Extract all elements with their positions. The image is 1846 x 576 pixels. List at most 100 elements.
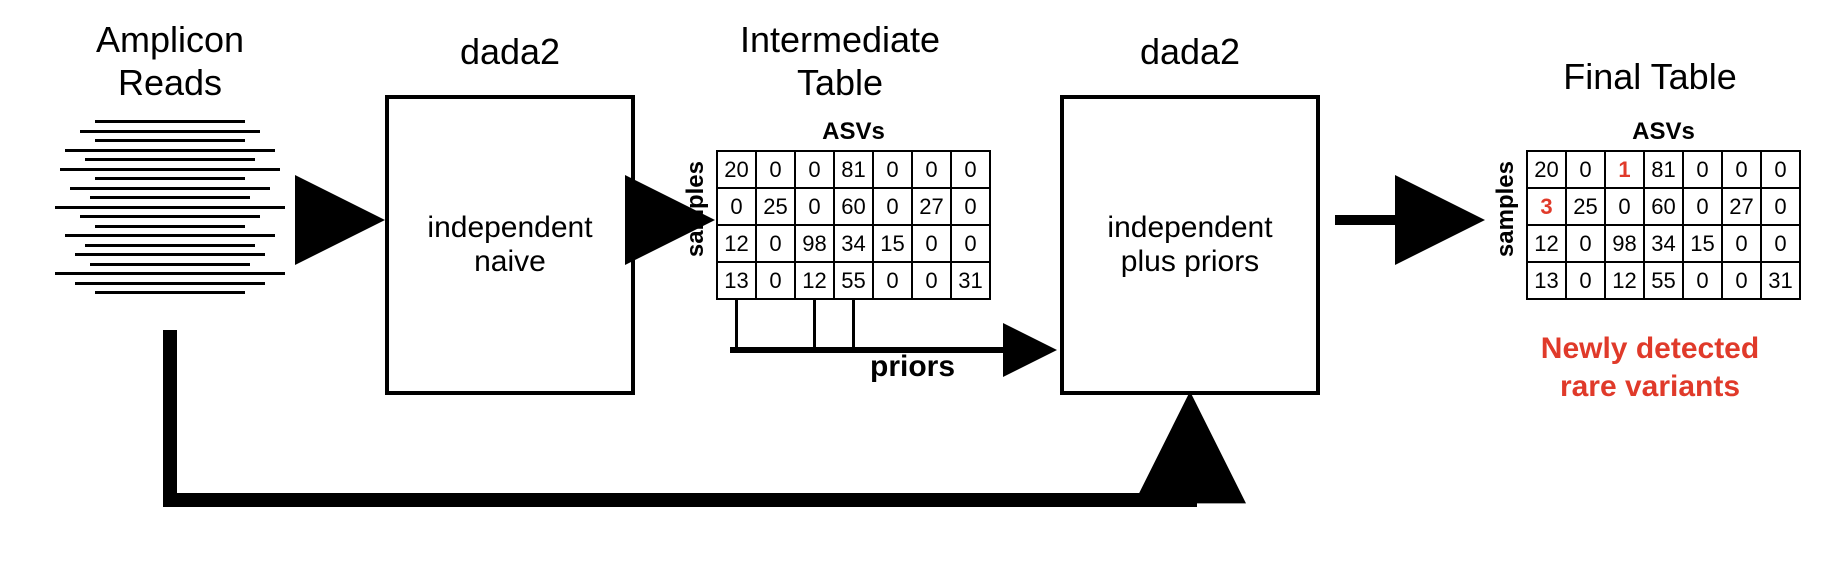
samples-label-int: samples bbox=[680, 161, 712, 257]
read-line bbox=[75, 253, 265, 256]
read-line bbox=[95, 225, 245, 228]
title-amplicon-reads: Amplicon Reads bbox=[40, 18, 300, 104]
amplicon-reads-icon bbox=[55, 120, 285, 294]
table-row: 13012550031 bbox=[717, 262, 990, 299]
table-row: 13012550031 bbox=[1527, 262, 1800, 299]
final-data-table: 2001810003250600270120983415001301255003… bbox=[1526, 150, 1801, 300]
table-cell: 0 bbox=[1566, 262, 1605, 299]
table-cell: 0 bbox=[1683, 188, 1722, 225]
title-intermediate: Intermediate Table bbox=[700, 18, 980, 104]
priors-tick bbox=[852, 300, 855, 351]
read-line bbox=[95, 120, 245, 123]
table-cell: 0 bbox=[1566, 151, 1605, 188]
table-cell: 0 bbox=[873, 188, 912, 225]
read-line bbox=[90, 263, 250, 266]
table-row: 3250600270 bbox=[1527, 188, 1800, 225]
table-cell: 60 bbox=[834, 188, 873, 225]
table-cell: 0 bbox=[912, 225, 951, 262]
table-row: 12098341500 bbox=[717, 225, 990, 262]
read-line bbox=[55, 206, 285, 209]
table-cell: 0 bbox=[951, 188, 990, 225]
table-row: 12098341500 bbox=[1527, 225, 1800, 262]
table-cell: 98 bbox=[795, 225, 834, 262]
table-cell: 34 bbox=[834, 225, 873, 262]
table-cell: 12 bbox=[1605, 262, 1644, 299]
table-cell: 0 bbox=[1761, 151, 1800, 188]
table-cell: 98 bbox=[1605, 225, 1644, 262]
intermediate-table: samples ASVs 200081000025060027012098341… bbox=[680, 118, 991, 300]
table-cell: 0 bbox=[795, 188, 834, 225]
read-line bbox=[95, 139, 245, 142]
table-cell: 0 bbox=[756, 225, 795, 262]
samples-label-fin: samples bbox=[1490, 161, 1522, 257]
box-independent-plus-priors: independent plus priors bbox=[1060, 95, 1320, 395]
table-cell: 27 bbox=[912, 188, 951, 225]
diagram-stage: Amplicon Reads dada2 Intermediate Table … bbox=[0, 0, 1846, 576]
title-dada2-b: dada2 bbox=[1060, 30, 1320, 73]
table-cell: 0 bbox=[951, 225, 990, 262]
title-final: Final Table bbox=[1510, 55, 1790, 98]
table-cell: 81 bbox=[834, 151, 873, 188]
final-table: samples ASVs 200181000325060027012098341… bbox=[1490, 118, 1801, 300]
table-cell: 0 bbox=[1761, 225, 1800, 262]
table-cell: 13 bbox=[717, 262, 756, 299]
box-b-label: independent plus priors bbox=[1107, 211, 1272, 279]
table-row: 200081000 bbox=[717, 151, 990, 188]
table-row: 0250600270 bbox=[717, 188, 990, 225]
table-cell: 60 bbox=[1644, 188, 1683, 225]
table-cell: 12 bbox=[795, 262, 834, 299]
read-line bbox=[55, 272, 285, 275]
table-cell: 0 bbox=[1722, 151, 1761, 188]
table-cell: 1 bbox=[1605, 151, 1644, 188]
table-cell: 0 bbox=[756, 262, 795, 299]
table-cell: 31 bbox=[1761, 262, 1800, 299]
table-cell: 15 bbox=[1683, 225, 1722, 262]
read-line bbox=[95, 177, 245, 180]
table-cell: 0 bbox=[1761, 188, 1800, 225]
priors-label: priors bbox=[870, 350, 955, 384]
read-line bbox=[75, 282, 265, 285]
intermediate-data-table: 2000810000250600270120983415001301255003… bbox=[716, 150, 991, 300]
table-cell: 0 bbox=[795, 151, 834, 188]
priors-tick bbox=[735, 300, 738, 351]
table-cell: 0 bbox=[1566, 225, 1605, 262]
table-cell: 34 bbox=[1644, 225, 1683, 262]
table-cell: 15 bbox=[873, 225, 912, 262]
read-line bbox=[65, 149, 275, 152]
read-line bbox=[65, 234, 275, 237]
box-a-label: independent naive bbox=[427, 211, 592, 279]
read-line bbox=[90, 196, 250, 199]
asvs-label-fin: ASVs bbox=[1632, 118, 1695, 146]
table-cell: 12 bbox=[717, 225, 756, 262]
table-cell: 0 bbox=[873, 262, 912, 299]
table-cell: 0 bbox=[873, 151, 912, 188]
table-cell: 0 bbox=[1605, 188, 1644, 225]
title-dada2-a: dada2 bbox=[380, 30, 640, 73]
read-line bbox=[80, 130, 260, 133]
table-cell: 0 bbox=[1722, 262, 1761, 299]
priors-tick bbox=[813, 300, 816, 351]
table-cell: 20 bbox=[1527, 151, 1566, 188]
table-cell: 31 bbox=[951, 262, 990, 299]
newly-detected-caption: Newly detected rare variants bbox=[1500, 330, 1800, 405]
table-cell: 25 bbox=[1566, 188, 1605, 225]
read-line bbox=[85, 244, 255, 247]
table-cell: 27 bbox=[1722, 188, 1761, 225]
table-cell: 0 bbox=[912, 151, 951, 188]
table-cell: 3 bbox=[1527, 188, 1566, 225]
table-cell: 12 bbox=[1527, 225, 1566, 262]
read-line bbox=[60, 168, 280, 171]
read-line bbox=[70, 187, 270, 190]
asvs-label-int: ASVs bbox=[822, 118, 885, 146]
read-line bbox=[85, 158, 255, 161]
box-independent-naive: independent naive bbox=[385, 95, 635, 395]
table-cell: 20 bbox=[717, 151, 756, 188]
arrow-reads-to-dada2b-bottom bbox=[170, 330, 1190, 500]
table-cell: 0 bbox=[951, 151, 990, 188]
table-cell: 81 bbox=[1644, 151, 1683, 188]
table-cell: 25 bbox=[756, 188, 795, 225]
read-line bbox=[80, 215, 260, 218]
table-row: 200181000 bbox=[1527, 151, 1800, 188]
table-cell: 0 bbox=[912, 262, 951, 299]
table-cell: 0 bbox=[1683, 262, 1722, 299]
